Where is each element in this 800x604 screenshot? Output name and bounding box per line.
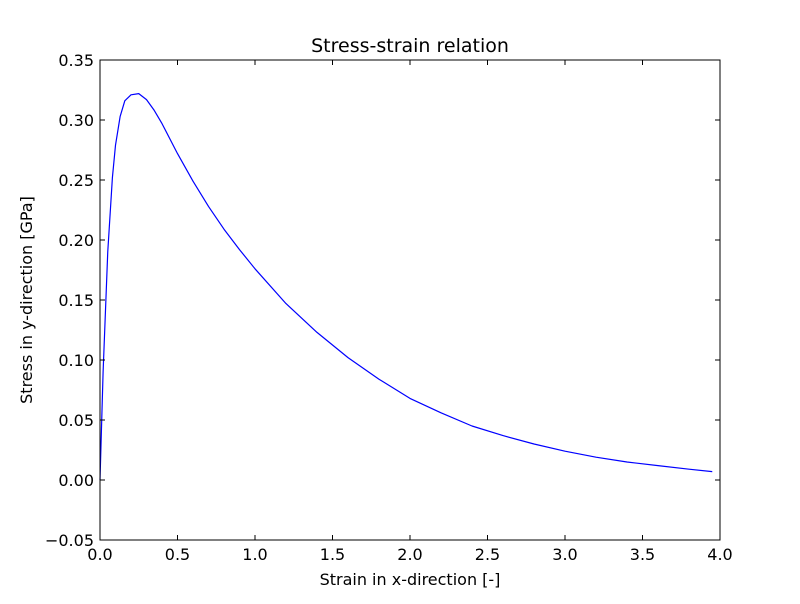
x-tick-label: 4.0 [707,545,732,564]
y-axis-label: Stress in y-direction [GPa] [17,196,36,404]
y-tick-label: 0.25 [58,171,94,190]
y-tick-label: 0.35 [58,51,94,70]
series-layer [99,92,713,481]
x-tick-label: 3.5 [630,545,655,564]
x-axis-ticks: 0.0 0.5 1.0 1.5 2.0 2.5 3.0 3.5 4.0 [87,60,733,564]
chart-title: Stress-strain relation [311,35,509,57]
x-tick-label: 2.5 [475,545,500,564]
y-tick-label: 0.30 [58,111,94,130]
y-tick-label: 0.05 [58,411,94,430]
x-tick-label: 3.0 [552,545,577,564]
x-tick-label: 0.5 [165,545,190,564]
x-tick-label: 1.5 [320,545,345,564]
x-axis-label: Strain in x-direction [-] [320,570,501,589]
x-tick-label: 1.0 [242,545,267,564]
y-tick-label: 0.10 [58,351,94,370]
y-tick-label: 0.15 [58,291,94,310]
plot-area: 0.0 0.5 1.0 1.5 2.0 2.5 3.0 3.5 4.0 −0.050.000.0… [45,51,733,564]
y-tick-label: 0.20 [58,231,94,250]
plot-frame [99,59,721,541]
y-axis-ticks: −0.05 0.00 0.05 0.10 0.15 0.20 0.25 0.30 0.35 [45,51,720,550]
x-tick-label: 2.0 [397,545,422,564]
x-tick-label: 0.0 [87,545,112,564]
y-tick-label: 0.00 [58,471,94,490]
y-tick-label: −0.05 [45,531,94,550]
series-line-0 [99,92,713,481]
